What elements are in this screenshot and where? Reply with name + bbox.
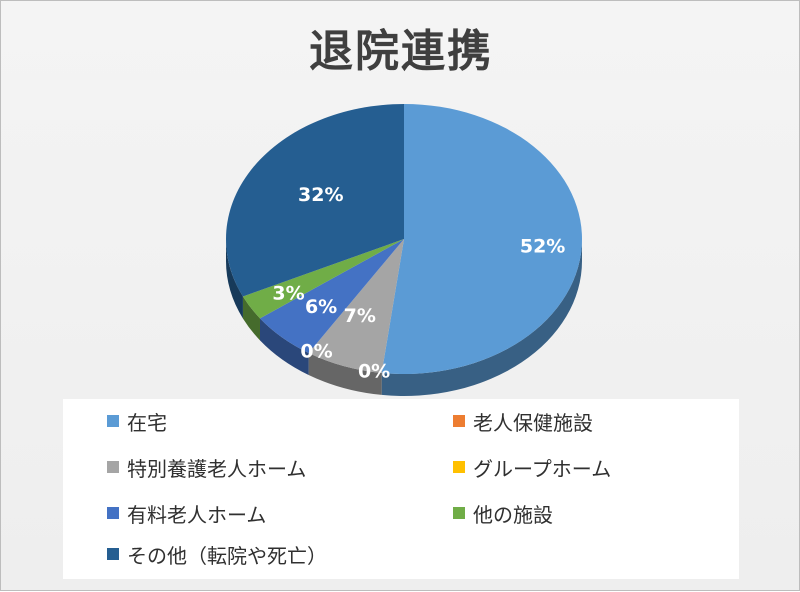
legend: 在宅 老人保健施設 特別養護老人ホーム グループホーム 有料老人ホーム 他の施設…	[63, 399, 739, 579]
pie-side-6	[226, 239, 243, 319]
legend-item-geriatric-health-facility: 老人保健施設	[453, 406, 593, 436]
legend-label: 老人保健施設	[473, 410, 593, 435]
legend-swatch	[453, 507, 465, 519]
legend-swatch	[453, 415, 465, 427]
pie-side-5	[242, 296, 260, 341]
pie-slices	[225, 103, 582, 374]
pie-slice-5	[242, 239, 404, 319]
legend-swatch	[107, 507, 119, 519]
pie-slice-4	[259, 239, 404, 353]
legend-swatch	[107, 461, 119, 473]
pie-slice-6	[225, 103, 404, 297]
legend-label: 他の施設	[473, 502, 553, 527]
data-label-6: 32%	[298, 184, 343, 206]
legend-item-home-care: 在宅	[107, 406, 167, 436]
legend-label: その他（転院や死亡）	[127, 543, 327, 568]
legend-label: グループホーム	[473, 456, 612, 481]
pie-side-2	[308, 352, 382, 395]
pie-side-4	[259, 318, 309, 375]
legend-swatch	[453, 461, 465, 473]
data-labels: 52% 0% 7% 0% 6%3% 32%	[272, 184, 565, 382]
pie-side-0	[381, 239, 582, 396]
legend-swatch	[107, 415, 119, 427]
data-label-5: 3%	[272, 283, 304, 305]
pie-slice-0	[381, 104, 582, 374]
legend-label: 在宅	[127, 410, 167, 435]
chart-title: 退院連携	[309, 26, 493, 77]
legend-item-paid-nursing-home: 有料老人ホーム	[107, 498, 266, 528]
data-label-4: 6%	[305, 296, 337, 318]
legend-item-other: その他（転院や死亡）	[107, 539, 327, 569]
legend-label: 有料老人ホーム	[127, 502, 267, 527]
legend-label: 特別養護老人ホーム	[127, 456, 307, 481]
legend-item-group-home: グループホーム	[453, 452, 611, 482]
data-label-1: 0%	[358, 360, 390, 382]
legend-item-special-nursing-home: 特別養護老人ホーム	[107, 452, 306, 482]
data-label-2: 7%	[344, 305, 376, 327]
data-label-0: 52%	[520, 236, 565, 258]
legend-swatch	[107, 548, 119, 560]
pie-slice-2	[308, 239, 404, 373]
legend-item-other-facility: 他の施設	[453, 498, 553, 528]
data-label-3: 0%	[300, 341, 332, 363]
pie-side-walls	[226, 239, 582, 396]
